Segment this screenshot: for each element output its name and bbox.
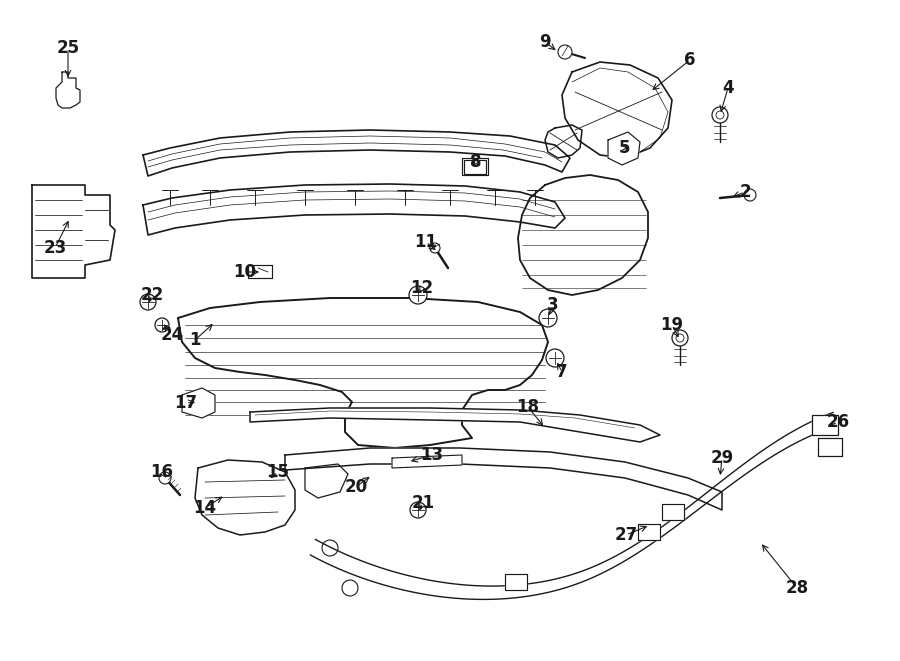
Text: 25: 25: [57, 39, 79, 57]
Polygon shape: [56, 72, 80, 108]
Polygon shape: [143, 184, 565, 235]
Text: 15: 15: [266, 463, 290, 481]
Text: 29: 29: [710, 449, 734, 467]
Polygon shape: [248, 265, 272, 278]
Text: 14: 14: [194, 499, 217, 517]
Text: 12: 12: [410, 279, 434, 297]
Circle shape: [744, 189, 756, 201]
Text: 7: 7: [556, 363, 568, 381]
Circle shape: [430, 243, 440, 253]
Circle shape: [159, 472, 171, 484]
Text: 13: 13: [420, 446, 444, 464]
Polygon shape: [818, 438, 842, 456]
Text: 26: 26: [826, 413, 850, 431]
Text: 1: 1: [189, 331, 201, 349]
Text: 19: 19: [661, 316, 684, 334]
Polygon shape: [505, 574, 527, 590]
Polygon shape: [608, 132, 640, 165]
Text: 10: 10: [233, 263, 256, 281]
Circle shape: [140, 294, 156, 310]
Polygon shape: [250, 408, 660, 442]
Text: 9: 9: [539, 33, 551, 51]
Circle shape: [539, 309, 557, 327]
Text: 18: 18: [517, 398, 539, 416]
Text: 5: 5: [618, 139, 630, 157]
Text: 4: 4: [722, 79, 734, 97]
Circle shape: [712, 107, 728, 123]
Polygon shape: [178, 298, 548, 448]
Bar: [464, 160, 486, 174]
Polygon shape: [285, 448, 722, 510]
Polygon shape: [32, 185, 115, 278]
Text: 28: 28: [786, 579, 808, 597]
Circle shape: [558, 45, 572, 59]
Polygon shape: [392, 455, 462, 468]
Text: 23: 23: [43, 239, 67, 257]
Circle shape: [546, 349, 564, 367]
Text: 2: 2: [739, 183, 751, 201]
Text: 3: 3: [547, 296, 559, 314]
Polygon shape: [662, 504, 684, 520]
Circle shape: [409, 286, 427, 304]
Polygon shape: [562, 62, 672, 158]
Circle shape: [410, 502, 426, 518]
Text: 24: 24: [160, 326, 184, 344]
Text: 17: 17: [175, 394, 198, 412]
Polygon shape: [545, 125, 582, 158]
Circle shape: [155, 318, 169, 332]
Text: 11: 11: [415, 233, 437, 251]
Text: 16: 16: [150, 463, 174, 481]
Circle shape: [672, 330, 688, 346]
Polygon shape: [305, 464, 348, 498]
Polygon shape: [182, 388, 215, 418]
Text: 21: 21: [411, 494, 435, 512]
Text: 22: 22: [140, 286, 164, 304]
Polygon shape: [143, 130, 570, 176]
Polygon shape: [518, 175, 648, 295]
Text: 8: 8: [470, 153, 482, 171]
Text: 27: 27: [615, 526, 637, 544]
Polygon shape: [812, 415, 838, 435]
Polygon shape: [638, 524, 660, 540]
Text: 20: 20: [345, 478, 367, 496]
Text: 6: 6: [684, 51, 696, 69]
Polygon shape: [195, 460, 295, 535]
Polygon shape: [462, 158, 488, 175]
